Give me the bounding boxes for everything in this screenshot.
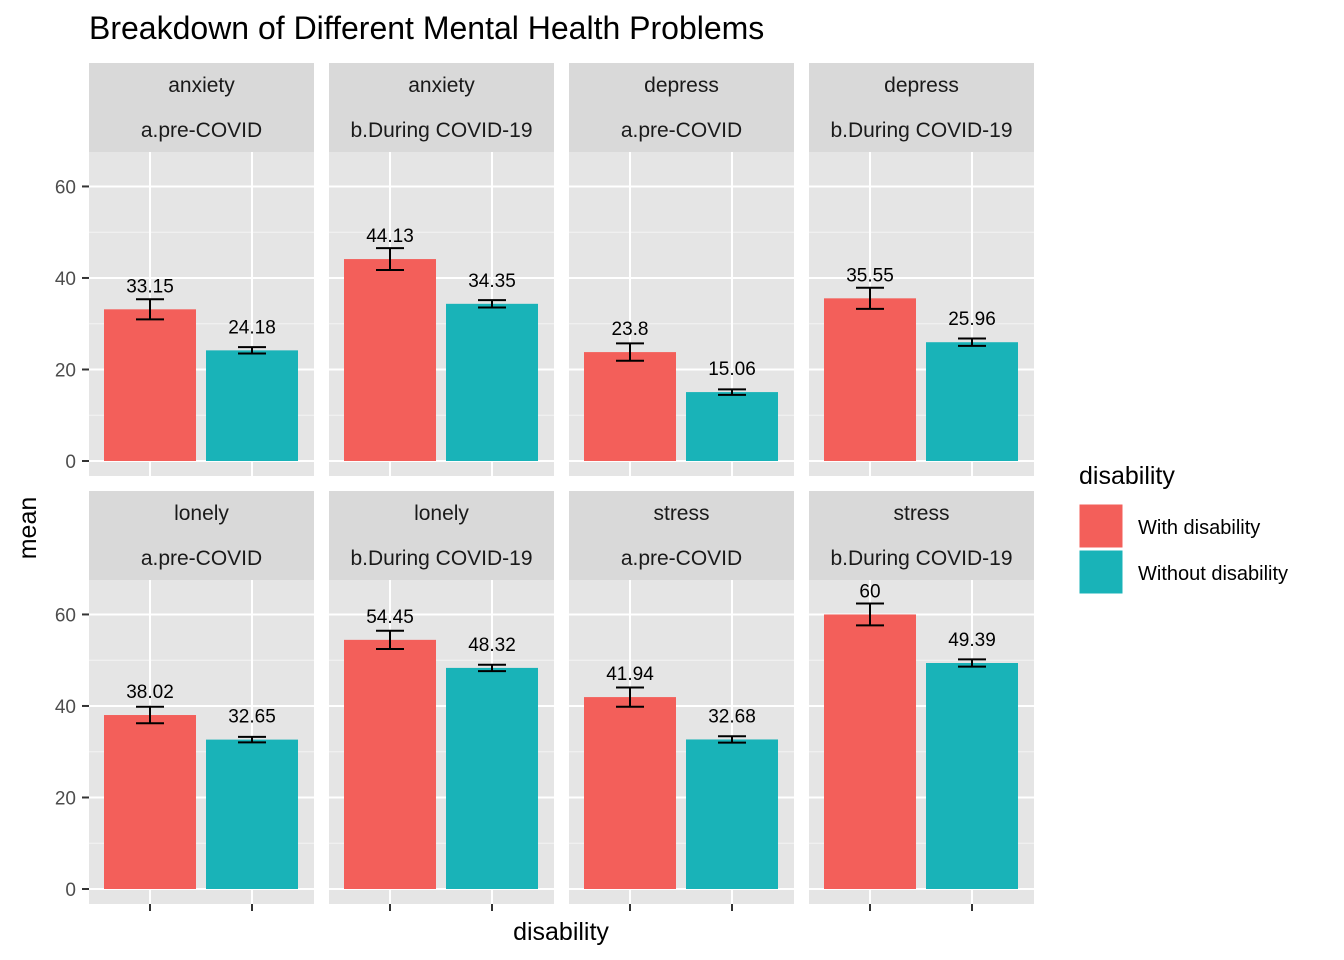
facet-label-measure: anxiety — [408, 74, 475, 97]
facet-label-measure: depress — [644, 74, 719, 97]
legend-key-with-disability — [1078, 503, 1124, 549]
facet-panel: depress b.During COVID-19 35.55 25.96 — [809, 63, 1034, 476]
facet-panel: depress a.pre-COVID 23.8 15.06 — [569, 63, 794, 476]
data-label: 23.8 — [612, 319, 649, 340]
bar-without-disability — [446, 303, 538, 461]
legend-label-with-disability: With disability — [1138, 517, 1260, 539]
bar-without-disability — [926, 663, 1018, 889]
y-tick-label: 60 — [55, 605, 76, 626]
facet-label-period: b.During COVID-19 — [830, 119, 1012, 142]
bar-with-disability — [824, 614, 916, 889]
facet-strip — [329, 491, 554, 580]
y-tick-label: 0 — [65, 452, 76, 473]
facet-panel: lonely b.During COVID-19 54.45 48.32 — [329, 491, 554, 911]
y-axis-title: mean — [14, 497, 42, 560]
bar-with-disability — [344, 259, 436, 461]
bar-with-disability — [104, 715, 196, 889]
data-label: 48.32 — [468, 635, 516, 656]
data-label: 44.13 — [366, 226, 414, 247]
data-label: 24.18 — [228, 317, 276, 338]
y-tick-label: 0 — [65, 880, 76, 901]
data-label: 32.68 — [708, 706, 756, 727]
bar-without-disability — [206, 350, 298, 461]
facet-label-measure: lonely — [414, 502, 469, 525]
legend-label-without-disability: Without disability — [1138, 563, 1288, 585]
data-label: 32.65 — [228, 707, 276, 728]
data-label: 38.02 — [126, 682, 174, 703]
data-label: 60 — [859, 581, 880, 602]
facet-strip — [89, 491, 314, 580]
facet-label-measure: anxiety — [168, 74, 235, 97]
facet-strip — [329, 63, 554, 152]
facet-strip — [809, 491, 1034, 580]
facet-panel: anxiety b.During COVID-19 44.13 34.35 — [329, 63, 554, 476]
facet-label-period: b.During COVID-19 — [830, 547, 1012, 570]
facet-strip — [569, 491, 794, 580]
y-tick-label: 40 — [55, 269, 76, 290]
y-tick-label: 40 — [55, 697, 76, 718]
bar-without-disability — [446, 667, 538, 889]
facet-strip — [569, 63, 794, 152]
facet-label-measure: stress — [653, 502, 709, 525]
facet-label-period: b.During COVID-19 — [350, 119, 532, 142]
y-tick-label: 20 — [55, 360, 76, 381]
data-label: 41.94 — [606, 664, 654, 685]
data-label: 54.45 — [366, 607, 414, 628]
facet-label-period: a.pre-COVID — [141, 119, 262, 142]
bar-with-disability — [824, 298, 916, 461]
data-label: 34.35 — [468, 271, 516, 292]
bar-without-disability — [206, 739, 298, 889]
bar-with-disability — [104, 309, 196, 461]
data-label: 35.55 — [846, 265, 894, 286]
chart-title: Breakdown of Different Mental Health Pro… — [89, 10, 764, 46]
bar-with-disability — [344, 639, 436, 889]
legend-key-without-disability — [1078, 549, 1124, 595]
y-tick-label: 60 — [55, 177, 76, 198]
facet-panel: anxiety a.pre-COVID 33.15 24.18 0 20 40 60 — [55, 63, 314, 476]
facet-label-measure: lonely — [174, 502, 229, 525]
bar-with-disability — [584, 352, 676, 461]
data-label: 33.15 — [126, 276, 174, 297]
facet-strip — [89, 63, 314, 152]
bar-without-disability — [686, 739, 778, 889]
data-label: 25.96 — [948, 309, 996, 330]
data-label: 49.39 — [948, 630, 996, 651]
legend-title: disability — [1079, 462, 1175, 490]
facet-panel: lonely a.pre-COVID 38.02 32.65 0 20 40 60 — [55, 491, 314, 911]
bar-without-disability — [686, 392, 778, 461]
facet-strip — [809, 63, 1034, 152]
x-axis-title: disability — [513, 918, 609, 946]
facet-label-measure: depress — [884, 74, 959, 97]
data-label: 15.06 — [708, 359, 756, 380]
bar-without-disability — [926, 342, 1018, 461]
y-tick-label: 20 — [55, 788, 76, 809]
bar-with-disability — [584, 697, 676, 889]
facet-label-period: a.pre-COVID — [621, 547, 742, 570]
facet-label-measure: stress — [893, 502, 949, 525]
facet-label-period: b.During COVID-19 — [350, 547, 532, 570]
legend: disability With disability Without disab… — [1078, 462, 1288, 595]
facet-label-period: a.pre-COVID — [621, 119, 742, 142]
facet-panel: stress b.During COVID-19 60 49.39 — [809, 491, 1034, 911]
facet-label-period: a.pre-COVID — [141, 547, 262, 570]
facet-panel: stress a.pre-COVID 41.94 32.68 — [569, 491, 794, 911]
facet-panels: anxietya.pre-COVID33.1524.180204060anxie… — [55, 63, 1034, 911]
